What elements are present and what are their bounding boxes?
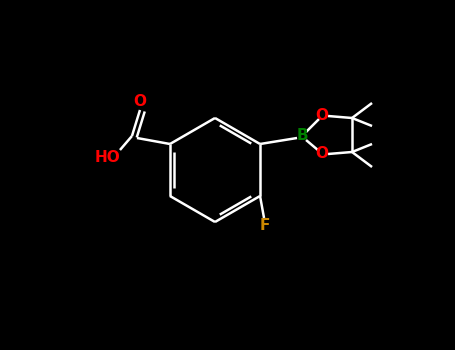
- Text: O: O: [315, 108, 329, 124]
- Text: O: O: [315, 147, 329, 161]
- Text: HO: HO: [95, 150, 121, 166]
- Text: O: O: [133, 94, 147, 110]
- Text: F: F: [260, 218, 270, 233]
- Text: B: B: [296, 128, 308, 143]
